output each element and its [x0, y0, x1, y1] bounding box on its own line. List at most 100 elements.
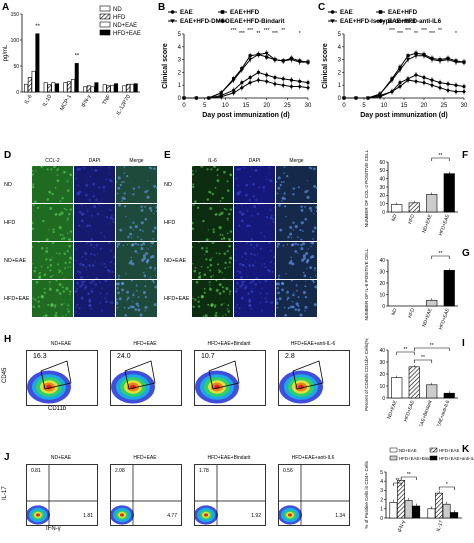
cell-dot: [42, 315, 45, 317]
cell-dot: [107, 231, 109, 233]
series-line: [344, 74, 465, 99]
cell-dot: [205, 250, 209, 253]
cell-dot: [74, 311, 77, 313]
cell-dot: [48, 281, 51, 284]
cell-dot: [154, 267, 157, 270]
y-tick-label: 0: [380, 516, 383, 522]
data-point: [422, 80, 426, 85]
cell-dot: [309, 266, 313, 270]
cell-dot: [132, 293, 135, 297]
cell-dot: [137, 308, 141, 312]
cell-dot: [142, 254, 147, 258]
cell-dot: [310, 245, 312, 247]
row-label: ND+EAE: [4, 257, 27, 264]
cell-dot: [302, 290, 307, 295]
data-point: [231, 90, 236, 95]
cell-dot: [45, 238, 49, 241]
x-tick-label: TNF: [102, 93, 113, 106]
cell-dot: [111, 270, 114, 273]
cell-dot: [95, 277, 99, 279]
cell-dot: [129, 232, 133, 236]
cell-dot: [100, 166, 102, 168]
cell-dot: [276, 192, 279, 195]
cell-dot: [304, 310, 306, 312]
cell-dot: [37, 242, 40, 244]
cell-dot: [218, 270, 222, 273]
upper-left-percentage: 0.81: [31, 468, 41, 474]
bar: [404, 500, 413, 519]
cell-dot: [236, 303, 239, 306]
significance-mark: ***: [429, 31, 435, 37]
legend-label: EAE+HFD: [230, 9, 260, 16]
bar-nd-eae: [31, 70, 36, 93]
cell-dot: [265, 300, 268, 304]
data-point: [342, 96, 346, 100]
cell-dot: [134, 224, 138, 229]
cell-dot: [32, 227, 35, 231]
cell-dot: [140, 208, 144, 212]
cell-dot: [74, 240, 75, 241]
cell-dot: [243, 166, 246, 169]
cell-dot: [118, 274, 121, 277]
cell-dot: [204, 254, 206, 256]
flow-plot-title: ND+EAE: [50, 341, 72, 347]
cell-dot: [49, 206, 53, 210]
cell-dot: [314, 267, 317, 270]
cell-dot: [196, 206, 200, 209]
cell-dot: [137, 236, 139, 238]
data-point: [265, 73, 269, 77]
data-point: [406, 54, 410, 58]
cell-dot: [66, 189, 70, 192]
cell-dot: [192, 263, 194, 265]
cell-dot: [304, 305, 308, 309]
y-tick-label: 50: [13, 64, 19, 70]
micrograph-texture: [116, 242, 157, 279]
column-header: DAPI: [88, 158, 101, 164]
cell-dot: [281, 288, 284, 292]
cell-dot: [61, 196, 64, 200]
cell-dot: [215, 280, 218, 282]
y-axis-label: Percent of CD45hi CD11b+ Cells(%): [364, 338, 369, 411]
micrograph-texture: [118, 204, 157, 241]
cell-dot: [78, 210, 82, 214]
cell-dot: [280, 181, 283, 184]
micrograph-texture: [276, 242, 317, 279]
cell-dot: [37, 305, 41, 308]
cell-dot: [125, 215, 127, 218]
cell-dot: [302, 271, 305, 274]
cell-dot: [214, 304, 217, 307]
x-tick-label: 5: [362, 103, 366, 109]
cell-dot: [239, 191, 241, 193]
cell-dot: [299, 313, 303, 317]
micrograph-tile: [32, 166, 73, 203]
cell-dot: [90, 290, 94, 294]
cell-dot: [137, 304, 140, 307]
cell-dot: [312, 230, 315, 233]
cell-dot: [36, 206, 40, 209]
cell-dot: [212, 230, 215, 234]
cell-dot: [234, 240, 235, 241]
cell-dot: [130, 237, 133, 239]
cell-dot: [79, 191, 81, 193]
cell-dot: [240, 204, 243, 206]
cell-dot: [315, 187, 317, 190]
data-point: [398, 68, 402, 72]
cell-dot: [108, 242, 111, 244]
cell-dot: [78, 271, 82, 274]
data-point: [406, 78, 410, 83]
panel-label-d: D: [4, 150, 12, 161]
cell-dot: [66, 180, 69, 183]
cell-dot: [224, 261, 227, 264]
cell-dot: [315, 210, 317, 213]
cell-dot: [116, 302, 119, 305]
micrograph-texture: [32, 280, 72, 317]
cell-dot: [92, 287, 94, 290]
cell-dot: [222, 290, 225, 293]
y-tick-label: 2: [178, 70, 182, 76]
y-tick-label: 40: [379, 176, 385, 182]
micrograph-tile: [116, 280, 157, 317]
cell-dot: [112, 221, 115, 224]
cell-dot: [291, 305, 295, 309]
cell-dot: [155, 187, 157, 190]
cell-dot: [60, 238, 63, 241]
